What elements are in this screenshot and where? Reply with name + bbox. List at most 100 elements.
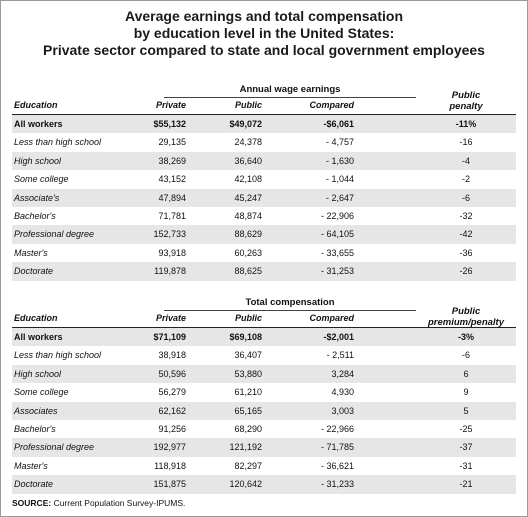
table-row: Less than high school 29,135 24,378 - 4,757…: [12, 133, 516, 151]
cell-education: Some college: [14, 387, 69, 398]
cell-public: 82,297: [234, 460, 262, 471]
header-compared: Compared: [309, 100, 354, 110]
cell-public: 36,640: [234, 155, 262, 166]
cell-compared: - 22,906: [320, 210, 354, 221]
cell-public: 45,247: [234, 192, 262, 203]
cell-education: Professional degree: [14, 229, 95, 240]
cell-private: 50,596: [158, 368, 186, 379]
table-row: Doctorate 119,878 88,625 - 31,253 -26: [12, 262, 516, 281]
cell-private: 38,269: [158, 155, 186, 166]
cell-compared: -$2,001: [323, 332, 354, 342]
cell-public: 48,874: [234, 210, 262, 221]
cell-public: $69,108: [229, 332, 262, 342]
cell-compared: - 22,966: [320, 423, 354, 434]
cell-private: 119,878: [154, 266, 186, 277]
cell-education: Some college: [14, 174, 69, 185]
total-compensation-table: Total compensation Public premium/penalt…: [12, 297, 516, 494]
comp-column-headers: Education Private Public Compared: [12, 313, 516, 326]
header-compared: Compared: [309, 313, 354, 323]
wage-group-rule: [164, 97, 416, 98]
page-title: Average earnings and total compensation …: [0, 8, 528, 59]
cell-compared: - 2,647: [325, 192, 354, 203]
cell-compared: - 64,105: [320, 229, 354, 240]
wage-column-headers: Education Private Public Compared: [12, 100, 516, 113]
cell-public: 68,290: [234, 423, 262, 434]
title-line-1: Average earnings and total compensation: [125, 8, 403, 24]
table-row: Professional degree 192,977 121,192 - 71,78…: [12, 438, 516, 457]
cell-percent: 5: [463, 405, 469, 416]
cell-percent: -25: [459, 423, 473, 434]
comp-header-rule: [12, 327, 516, 328]
cell-public: 36,407: [234, 350, 262, 361]
table-row: Associate's 47,894 45,247 - 2,647 -6: [12, 188, 516, 207]
table-row: Some college 56,279 61,210 4,930 9: [12, 383, 516, 401]
wage-public-header-line-2: penalty: [449, 101, 483, 112]
cell-compared: - 33,655: [320, 247, 354, 258]
cell-education: Associate's: [14, 192, 60, 203]
cell-public: 65,165: [234, 405, 262, 416]
cell-percent: -2: [461, 174, 470, 185]
cell-public: 24,378: [234, 137, 262, 148]
comp-public-header-line-1: Public: [451, 306, 481, 317]
cell-percent: -21: [459, 479, 473, 490]
cell-compared: - 1,044: [325, 174, 354, 185]
cell-public: 42,108: [234, 174, 262, 185]
cell-private: 71,781: [158, 210, 186, 221]
source-note: SOURCE: Current Population Survey-IPUMS.: [12, 498, 185, 508]
header-private: Private: [155, 100, 186, 110]
cell-percent: 9: [463, 387, 469, 398]
table-row: Bachelor's 91,256 68,290 - 22,966 -25: [12, 420, 516, 438]
cell-private: 62,162: [158, 405, 186, 416]
cell-compared: - 2,511: [326, 350, 354, 361]
table-row: Master's 93,918 60,263 - 33,655 -36: [12, 244, 516, 262]
table-row: Doctorate 151,875 120,642 - 31,233 -21: [12, 475, 516, 494]
cell-percent: -37: [459, 442, 473, 453]
cell-public: 60,263: [234, 247, 262, 258]
cell-private: 118,918: [154, 460, 186, 471]
header-education: Education: [14, 100, 58, 110]
cell-public: $49,072: [229, 119, 262, 129]
table-row: Associates 62,162 65,165 3,003 5: [12, 401, 516, 420]
header-private: Private: [155, 313, 186, 323]
cell-private: 56,279: [158, 387, 186, 398]
table-row: Less than high school 38,918 36,407 - 2,511…: [12, 346, 516, 364]
header-education: Education: [14, 313, 58, 323]
cell-percent: -16: [459, 137, 473, 148]
title-line-2: by education level in the United States:: [133, 25, 395, 41]
cell-public: 120,642: [229, 479, 262, 490]
cell-percent: -6: [461, 350, 470, 361]
cell-education: Master's: [14, 460, 48, 471]
cell-education: Bachelor's: [14, 210, 56, 221]
cell-private: 91,256: [158, 423, 186, 434]
title-line-3: Private sector compared to state and loc…: [43, 42, 485, 58]
table-row: High school 38,269 36,640 - 1,630 -4: [12, 151, 516, 171]
cell-percent: -42: [459, 229, 473, 240]
cell-education: All workers: [14, 119, 63, 129]
cell-private: 47,894: [158, 192, 186, 203]
cell-percent: -36: [459, 247, 473, 258]
comp-group-rule: [164, 310, 416, 311]
comp-group-label: Total compensation: [245, 297, 335, 308]
cell-public: 61,210: [234, 387, 262, 398]
cell-percent: -3%: [457, 332, 474, 342]
table-row: High school 50,596 53,880 3,284 6: [12, 364, 516, 384]
table-row: Master's 118,918 82,297 - 36,621 -31: [12, 457, 516, 475]
cell-private: 152,733: [153, 229, 186, 240]
cell-education: Bachelor's: [14, 423, 56, 434]
cell-compared: - 31,253: [320, 266, 354, 277]
cell-private: 192,977: [153, 442, 186, 453]
wage-public-header-line-1: Public: [451, 90, 481, 101]
cell-education: High school: [14, 155, 62, 166]
table-row: Professional degree 152,733 88,629 - 64,105…: [12, 225, 516, 244]
cell-education: Master's: [14, 247, 48, 258]
cell-private: 151,875: [153, 479, 186, 490]
cell-percent: -32: [459, 210, 473, 221]
cell-public: 88,625: [234, 266, 262, 277]
cell-compared: - 1,630: [325, 155, 354, 166]
cell-private: 38,918: [158, 350, 186, 361]
cell-compared: - 71,785: [320, 442, 354, 453]
cell-education: Less than high school: [14, 350, 102, 361]
cell-private: $71,109: [153, 332, 186, 342]
comp-public-column-header: Public premium/penalty: [416, 306, 516, 328]
cell-compared: - 4,757: [325, 137, 354, 148]
